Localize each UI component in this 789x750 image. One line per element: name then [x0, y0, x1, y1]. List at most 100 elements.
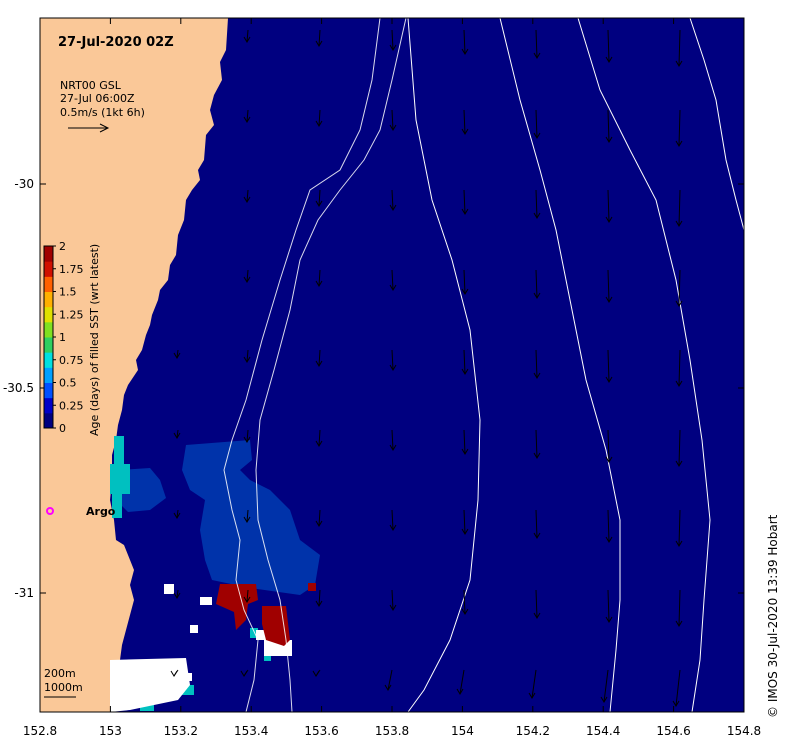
- colorbar-segment: [44, 291, 53, 308]
- current-arrow: [535, 509, 538, 539]
- colorbar-segment: [44, 276, 53, 292]
- colorbar-segment: [44, 321, 53, 338]
- credit-text: © IMOS 30-Jul-2020 13:39 Hobart: [766, 514, 780, 718]
- colorbar-segment: [44, 367, 53, 383]
- current-arrowhead: [675, 540, 683, 547]
- current-arrowhead: [243, 436, 251, 443]
- current-arrowhead: [533, 292, 541, 299]
- x-tick-label: 154.8: [727, 724, 761, 738]
- current-arrowhead: [243, 116, 251, 123]
- current-arrowhead: [312, 670, 320, 677]
- current-arrow: [246, 269, 249, 283]
- colorbar-segment: [44, 246, 53, 262]
- current-arrow: [318, 109, 321, 127]
- current-arrow: [678, 429, 681, 467]
- land-area: [40, 18, 228, 712]
- current-arrowhead: [389, 44, 397, 51]
- current-arrow: [463, 349, 466, 375]
- current-arrow: [176, 429, 179, 439]
- x-tick-label: 154.4: [586, 724, 620, 738]
- colorbar-tick-label: 0.75: [59, 354, 84, 367]
- current-arrowhead: [315, 200, 323, 207]
- x-tick-label: 154.2: [516, 724, 550, 738]
- current-arrowhead: [461, 288, 469, 295]
- current-arrow: [603, 669, 609, 703]
- x-tick-label: 154: [451, 724, 474, 738]
- current-arrow: [678, 509, 681, 547]
- current-arrowhead: [533, 212, 541, 219]
- current-arrow: [535, 29, 538, 59]
- current-arrow: [246, 189, 249, 203]
- current-arrowhead: [243, 516, 251, 523]
- current-arrow: [678, 189, 681, 227]
- current-arrowhead: [315, 600, 323, 607]
- current-arrow: [463, 589, 466, 615]
- colorbar-tick-label: 2: [59, 240, 66, 253]
- colorbar-tick-label: 0.5: [59, 377, 77, 390]
- current-arrowhead: [461, 208, 469, 215]
- current-scale-arrowhead: [99, 123, 110, 133]
- current-streamlines: [407, 17, 745, 713]
- depth-contours: [223, 17, 407, 713]
- current-arrowhead: [605, 376, 613, 383]
- x-tick-label: 153.6: [304, 724, 338, 738]
- current-legend: NRT00 GSL 27-Jul 06:00Z 0.5m/s (1kt 6h): [60, 79, 145, 133]
- colorbar-tick-label: 1.25: [59, 308, 84, 321]
- current-arrowhead: [533, 372, 541, 379]
- current-arrowhead: [605, 536, 613, 543]
- x-tick-label: 153.2: [164, 724, 198, 738]
- y-tick-label: -31: [14, 586, 34, 600]
- current-arrow: [535, 429, 538, 459]
- colorbar-segment: [44, 337, 53, 353]
- current-arrow: [463, 509, 466, 535]
- current-arrow: [318, 509, 321, 527]
- current-arrowhead: [461, 528, 469, 535]
- colorbar-tick-label: 0: [59, 422, 66, 435]
- current-arrow: [318, 269, 321, 287]
- current-arrowhead: [240, 670, 248, 677]
- current-legend-line2: 27-Jul 06:00Z: [60, 92, 135, 105]
- current-arrowhead: [675, 620, 683, 627]
- current-arrowhead: [675, 220, 683, 227]
- current-arrowhead: [315, 120, 323, 127]
- current-arrowhead: [533, 52, 541, 59]
- current-arrowhead: [384, 684, 392, 691]
- current-arrow: [391, 349, 394, 371]
- current-arrowhead: [675, 460, 683, 467]
- y-tick-label: -30: [14, 177, 34, 191]
- current-arrowhead: [243, 36, 251, 43]
- y-tick-label: -30.5: [3, 381, 34, 395]
- current-arrowhead: [389, 124, 397, 131]
- current-arrow: [246, 429, 249, 443]
- current-arrow: [391, 429, 394, 451]
- current-arrow: [607, 589, 610, 623]
- current-arrow: [391, 29, 394, 51]
- current-arrowhead: [389, 444, 397, 451]
- current-legend-line3: 0.5m/s (1kt 6h): [60, 106, 145, 119]
- current-arrow: [246, 349, 249, 363]
- current-arrow: [463, 109, 466, 135]
- current-arrowhead: [533, 532, 541, 539]
- current-arrowhead: [600, 696, 608, 703]
- colorbar-tick-label: 1: [59, 331, 66, 344]
- argo-label: Argo: [86, 505, 116, 518]
- current-arrow: [678, 29, 681, 67]
- current-arrowhead: [243, 196, 251, 203]
- current-arrow: [463, 189, 466, 215]
- current-arrow: [607, 269, 610, 303]
- current-arrow: [463, 29, 466, 55]
- current-arrow: [675, 669, 681, 707]
- current-arrowhead: [173, 432, 181, 439]
- current-arrowhead: [243, 276, 251, 283]
- current-arrowhead: [173, 512, 181, 519]
- colorbar-segment: [44, 306, 53, 323]
- current-arrowhead: [315, 40, 323, 47]
- current-arrow: [391, 589, 394, 611]
- current-arrow: [678, 349, 681, 387]
- argo-float-marker: [46, 507, 54, 515]
- current-arrow: [246, 29, 249, 43]
- current-arrowhead: [675, 140, 683, 147]
- x-axis: 152.8 153 153.2 153.4 153.6 153.8 154 154.2 154.…: [23, 18, 761, 738]
- current-arrowhead: [605, 136, 613, 143]
- current-arrow: [607, 29, 610, 63]
